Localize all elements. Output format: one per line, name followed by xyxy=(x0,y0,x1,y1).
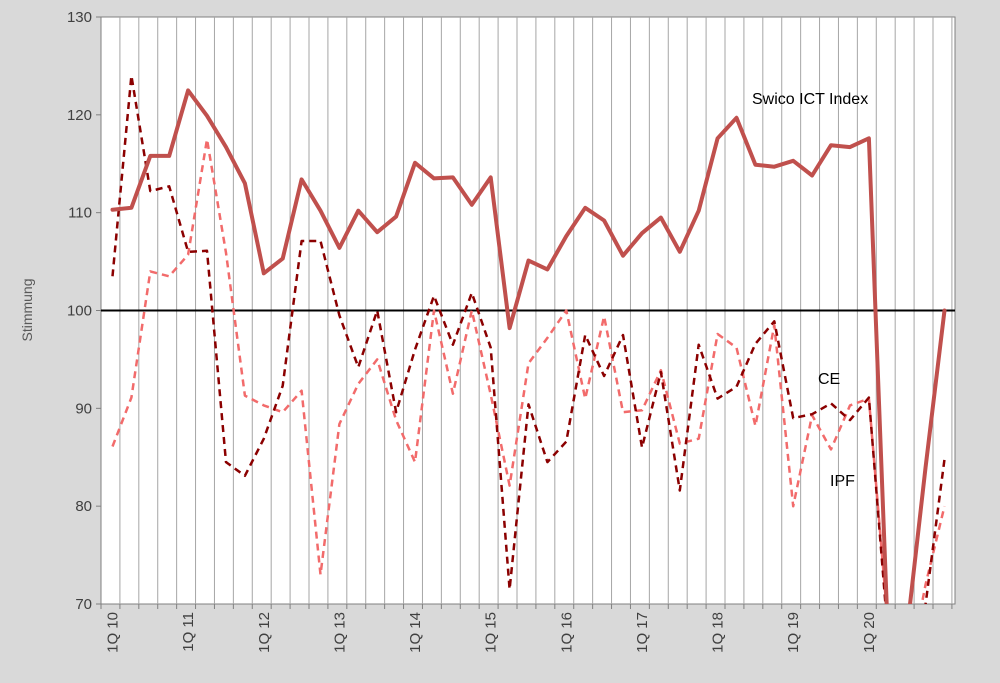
y-tick-label: 120 xyxy=(67,107,92,124)
y-tick-label: 130 xyxy=(67,9,92,26)
x-tick-label: 1Q 11 xyxy=(180,612,197,652)
x-tick-label: 1Q 15 xyxy=(483,612,500,653)
series-line-swico-ict-index xyxy=(110,88,947,604)
x-tick-label: 1Q 12 xyxy=(256,612,273,653)
series-line-ipf xyxy=(111,138,946,604)
y-axis-label: Stimmung xyxy=(19,278,35,341)
x-tick-label: 1Q 10 xyxy=(105,612,122,653)
y-tick-label: 80 xyxy=(75,498,92,515)
series-group xyxy=(110,74,947,604)
y-axis: 70 80 90 100 110 120 130 xyxy=(67,9,102,613)
annotation-swico: Swico ICT Index xyxy=(752,91,868,108)
x-tick-label: 1Q 14 xyxy=(407,612,424,653)
x-tick-label: 1Q 19 xyxy=(785,612,802,653)
x-tick-label: 1Q 13 xyxy=(331,612,348,653)
y-tick-label: 90 xyxy=(75,400,92,417)
series-line-ce xyxy=(111,74,946,604)
x-axis: 1Q 10 1Q 11 1Q 12 1Q 13 1Q 14 1Q 15 1Q 16 1Q 17… xyxy=(100,604,953,653)
x-tick-label: 1Q 18 xyxy=(710,612,727,653)
y-tick-label: 110 xyxy=(68,205,92,222)
y-tick-label: 70 xyxy=(75,596,92,613)
y-tick-label: 100 xyxy=(67,303,92,320)
x-tick-label: 1Q 20 xyxy=(861,612,878,653)
annotation-ce: CE xyxy=(818,371,840,388)
x-tick-label: 1Q 17 xyxy=(634,612,651,653)
x-tick-label: 1Q 16 xyxy=(558,612,575,653)
annotation-ipf: IPF xyxy=(830,473,855,490)
